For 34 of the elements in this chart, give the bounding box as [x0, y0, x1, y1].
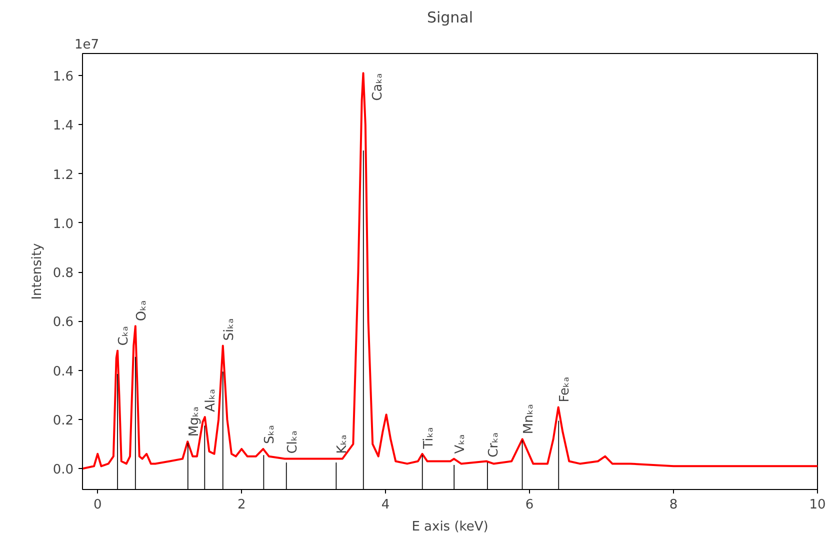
annotation: Crₖₐ [486, 432, 502, 458]
annotation: Feₖₐ [558, 376, 573, 402]
y-tick-label: 0.6 [52, 315, 74, 330]
y-tick-label: 1.0 [52, 216, 74, 232]
annotation: Caₖₐ [370, 73, 386, 101]
annotation: Tiₖₐ [421, 427, 436, 450]
annotation: Siₖₐ [222, 318, 237, 341]
x-tick-label: 8 [669, 498, 678, 512]
annotation: Mgₖₐ [186, 406, 202, 437]
annotation: Sₖₐ [262, 425, 278, 444]
chart-title: Signal [426, 8, 474, 26]
annotation: Clₖₐ [285, 430, 300, 454]
annotation: Mnₖₐ [521, 404, 536, 434]
annotation: Oₖₐ [134, 300, 150, 322]
x-tick-label: 10 [809, 498, 826, 512]
x-tick-label: 6 [525, 498, 534, 512]
y-tick-label: 1.4 [52, 118, 74, 134]
y-tick-label: 1.2 [52, 168, 74, 183]
y-tick-label: 0.4 [52, 364, 74, 380]
line-series [82, 72, 818, 470]
annotation: Alₖₐ [204, 388, 219, 412]
y-tick-label: 0.8 [52, 266, 74, 282]
annotation: Cₖₐ [116, 326, 132, 346]
annotation: Kₖₐ [335, 434, 350, 454]
y-tick-label: 0.0 [52, 462, 74, 478]
x-tick-label: 0 [93, 498, 102, 512]
text: 1e7 [74, 38, 100, 52]
x-tick-label: 4 [381, 498, 390, 512]
y-tick-label: 1.6 [52, 70, 74, 85]
y-axis-title: Intensity [30, 242, 45, 300]
x-tick-label: 2 [237, 498, 246, 512]
annotation: Vₖₐ [453, 434, 468, 454]
y-tick-label: 0.2 [52, 413, 74, 428]
x-axis-title: E axis (keV) [412, 520, 488, 534]
